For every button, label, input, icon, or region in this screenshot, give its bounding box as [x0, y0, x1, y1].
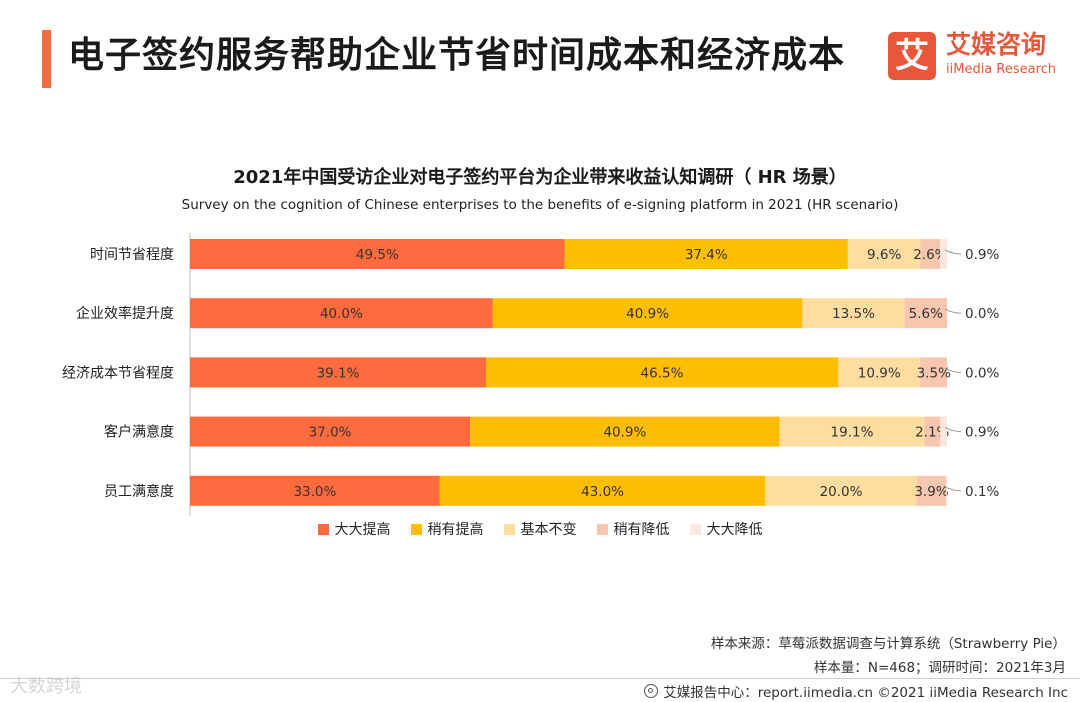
- chart-legend: 大大提高 稍有提高 基本不变 稍有降低 大大降低: [0, 519, 1080, 539]
- brand-logo: 艾 艾媒咨询 iiMedia Research: [888, 30, 1068, 82]
- data-label: 0.9%: [965, 247, 999, 263]
- bar-segment: [924, 416, 941, 447]
- bar-segment: [190, 357, 486, 388]
- bar-segment: [802, 298, 905, 329]
- bar-segment: [946, 475, 947, 506]
- watermark: 大数跨境: [10, 676, 82, 697]
- bar-segment: [492, 298, 803, 329]
- legend-item: 稍有提高: [410, 519, 484, 539]
- bar-segment: [485, 357, 838, 388]
- data-label: 40.9%: [603, 425, 646, 441]
- data-label: 37.4%: [685, 247, 728, 263]
- data-label: 0.0%: [965, 306, 999, 322]
- legend-label: 稍有降低: [613, 522, 670, 538]
- legend-swatch: [317, 523, 329, 535]
- bar-segment: [564, 239, 848, 269]
- data-label: 3.9%: [914, 484, 948, 500]
- data-label: 5.6%: [909, 306, 943, 322]
- bar-segment: [439, 475, 766, 506]
- title-accent-bar: [42, 30, 51, 88]
- data-label: 13.5%: [832, 306, 875, 322]
- source-line: 样本来源：草莓派数据调查与计算系统（Strawberry Pie）: [710, 636, 1066, 652]
- leader-line: [944, 486, 962, 492]
- category-label: 时间节省程度: [90, 247, 174, 263]
- legend-item: 大大降低: [689, 519, 763, 539]
- legend-item: 稍有降低: [596, 519, 670, 539]
- bar-segment: [940, 416, 947, 447]
- bar-segment: [470, 416, 780, 447]
- data-label: 2.6%: [913, 247, 947, 263]
- data-label: 33.0%: [293, 484, 336, 500]
- bar-segment: [765, 475, 917, 506]
- bar-segment: [916, 475, 947, 506]
- bar-segment: [779, 416, 925, 447]
- data-label: 37.0%: [309, 425, 352, 441]
- bar-segment: [920, 357, 947, 388]
- legend-label: 稍有提高: [427, 522, 484, 538]
- logo-en-text: iiMedia Research: [946, 62, 1057, 77]
- data-label: 40.9%: [626, 306, 669, 322]
- data-label: 3.5%: [917, 365, 951, 381]
- category-label: 企业效率提升度: [76, 305, 174, 322]
- page-title: 电子签约服务帮助企业节省时间成本和经济成本: [68, 35, 846, 76]
- legend-label: 大大降低: [706, 522, 763, 538]
- legend-swatch: [689, 523, 701, 535]
- data-label: 0.9%: [965, 425, 999, 441]
- category-label: 客户满意度: [104, 424, 174, 441]
- legend-item: 基本不变: [503, 519, 577, 539]
- leader-line: [944, 427, 962, 433]
- data-label: 20.0%: [820, 484, 863, 500]
- legend-swatch: [503, 523, 515, 535]
- data-label: 39.1%: [317, 365, 360, 381]
- logo-mark: 艾: [888, 32, 936, 80]
- legend-label: 大大提高: [334, 522, 391, 538]
- leader-line: [944, 367, 962, 373]
- logo-cn-text: 艾媒咨询: [946, 30, 1047, 59]
- bar-segment: [190, 298, 493, 329]
- data-label: 10.9%: [858, 365, 901, 381]
- footer: 艾媒报告中心：report.iimedia.cn ©2021 iiMedia R…: [644, 681, 1068, 701]
- leader-line: [944, 249, 962, 255]
- legend-label: 基本不变: [520, 522, 577, 538]
- legend-swatch: [596, 523, 608, 535]
- bar-segment: [190, 416, 471, 447]
- data-label: 43.0%: [581, 484, 624, 500]
- chart-subtitle: Survey on the cognition of Chinese enter…: [181, 197, 899, 213]
- bar-segment: [847, 239, 921, 269]
- bar-segment: [904, 298, 947, 329]
- chart-title: 2021年中国受访企业对电子签约平台为企业带来收益认知调研（ HR 场景）: [233, 167, 847, 188]
- category-label: 经济成本节省程度: [62, 365, 174, 381]
- data-label: 46.5%: [641, 365, 684, 381]
- footer-text: 艾媒报告中心：report.iimedia.cn ©2021 iiMedia R…: [663, 685, 1068, 701]
- bar-segment: [190, 475, 440, 506]
- legend-swatch: [410, 523, 422, 535]
- leader-line: [944, 308, 962, 314]
- data-label: 0.1%: [965, 484, 999, 500]
- data-label: 49.5%: [356, 247, 399, 263]
- bar-segment: [837, 357, 921, 388]
- report-center-icon: [644, 684, 659, 698]
- data-label: 19.1%: [831, 425, 874, 441]
- bar-segment: [190, 239, 565, 269]
- data-label: 9.6%: [867, 247, 901, 263]
- bar-segment: [920, 239, 941, 269]
- sample-line: 样本量：N=468；调研时间：2021年3月: [813, 660, 1066, 676]
- data-label: 40.0%: [320, 306, 363, 322]
- legend-item: 大大提高: [317, 519, 391, 539]
- data-label: 0.0%: [965, 365, 999, 381]
- category-label: 员工满意度: [104, 483, 174, 500]
- bar-segment: [940, 239, 947, 269]
- footer-divider: [0, 678, 1080, 679]
